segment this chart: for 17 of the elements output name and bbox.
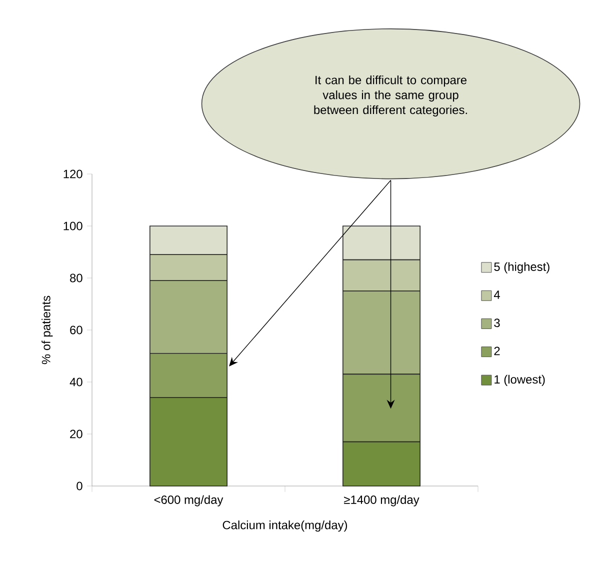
x-axis-title: Calcium intake(mg/day) (222, 520, 348, 532)
legend-label: 1 (lowest) (494, 374, 545, 386)
y-tick-label: 60 (70, 326, 82, 334)
y-tick-label: 80 (70, 274, 82, 282)
x-tick-label: <600 mg/day (154, 495, 224, 506)
y-tick-label: 40 (70, 378, 82, 386)
legend-label: 4 (494, 290, 500, 299)
legend-label: 5 (highest) (494, 262, 550, 274)
y-tick-label: 120 (64, 170, 82, 178)
y-tick-label: 20 (70, 430, 82, 438)
legend-label: 2 (494, 346, 500, 356)
y-tick-label: 100 (64, 222, 82, 230)
text: It can be difficult to compare values in the same group between different categories. (314, 75, 467, 117)
legend-label: 3 (494, 318, 500, 328)
y-tick-label: 0 (76, 482, 82, 490)
y-axis-title: % of patients (42, 296, 53, 364)
x-tick-label: ≥1400 mg/day (344, 495, 420, 506)
